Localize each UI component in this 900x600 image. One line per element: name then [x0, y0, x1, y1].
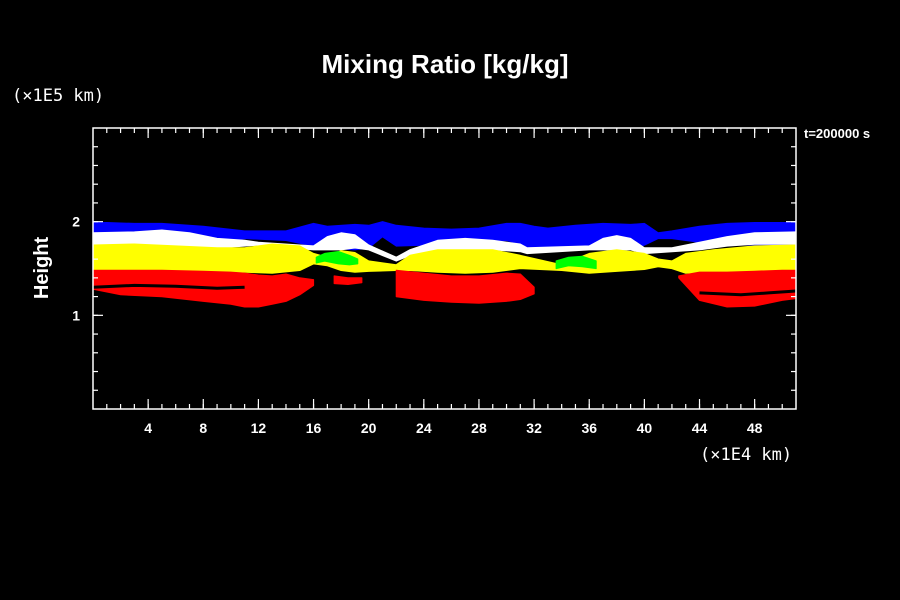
x-tick-label-12: 12 — [251, 420, 267, 436]
x-tick-label-24: 24 — [416, 420, 432, 436]
x-tick-label-8: 8 — [199, 420, 207, 436]
x-tick-label-44: 44 — [692, 420, 708, 436]
y-tick-label-2: 2 — [72, 214, 80, 230]
time-label: t=200000 s — [804, 126, 870, 141]
x-tick-label-48: 48 — [747, 420, 763, 436]
band-red-6 — [333, 275, 363, 285]
band-red-8 — [678, 269, 796, 308]
band-white-1 — [93, 229, 796, 262]
y-axis-label: Height — [31, 237, 53, 300]
x-tick-label-28: 28 — [471, 420, 487, 436]
x-tick-label-32: 32 — [526, 420, 542, 436]
field-bands — [93, 221, 796, 308]
x-tick-label-16: 16 — [306, 420, 322, 436]
band-red-7 — [395, 269, 535, 304]
band-green-4 — [555, 255, 597, 270]
x-tick-label-4: 4 — [144, 420, 152, 436]
plot-frame — [92, 127, 797, 410]
x-unit-label: (×1E4 km) — [700, 445, 792, 465]
dark-streak-1 — [699, 289, 796, 297]
y-unit-label: (×1E5 km) — [12, 86, 104, 106]
y-tick-label-1: 1 — [72, 307, 80, 323]
chart-title: Mixing Ratio [kg/kg] — [322, 49, 569, 79]
x-tick-label-36: 36 — [581, 420, 597, 436]
band-green-3 — [315, 251, 359, 266]
x-tick-label-40: 40 — [637, 420, 653, 436]
x-tick-label-20: 20 — [361, 420, 377, 436]
band-yellow-2 — [93, 243, 796, 274]
dark-streak-0 — [93, 283, 245, 290]
plot-axes — [92, 127, 797, 410]
